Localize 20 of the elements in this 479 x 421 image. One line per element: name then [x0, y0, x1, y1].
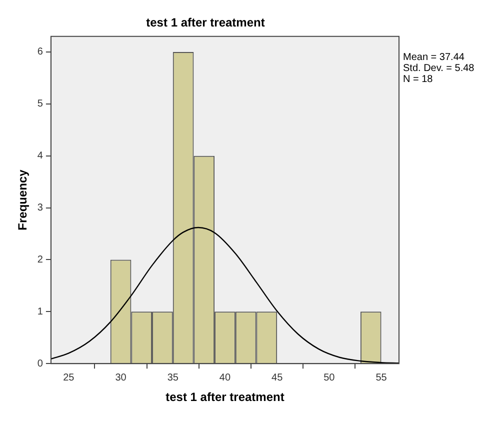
y-axis-title: Frequency	[16, 169, 30, 230]
x-tick-label: 45	[272, 372, 284, 384]
x-axis-title: test 1 after treatment	[166, 390, 284, 404]
x-tick-label: 35	[167, 372, 179, 384]
x-tick-label: 40	[219, 372, 231, 384]
text: N = 18	[403, 74, 434, 86]
y-tick-label: 0	[37, 358, 44, 370]
x-tick-label: 25	[63, 372, 75, 384]
x-tick-label: 55	[376, 372, 388, 384]
y-tick-label: 5	[37, 98, 44, 110]
x-tick-label: 30	[115, 372, 127, 384]
chart-title: test 1 after treatment	[146, 16, 265, 30]
text: Std. Dev. = 5.48	[403, 63, 475, 74]
y-tick-label: 3	[37, 202, 44, 214]
y-tick-label: 1	[37, 306, 44, 318]
y-tick-label: 2	[37, 254, 44, 266]
y-tick-label: 4	[37, 150, 44, 162]
text: Mean = 37.44	[403, 52, 465, 64]
x-tick-label: 50	[324, 372, 336, 384]
y-tick-label: 6	[37, 46, 44, 58]
